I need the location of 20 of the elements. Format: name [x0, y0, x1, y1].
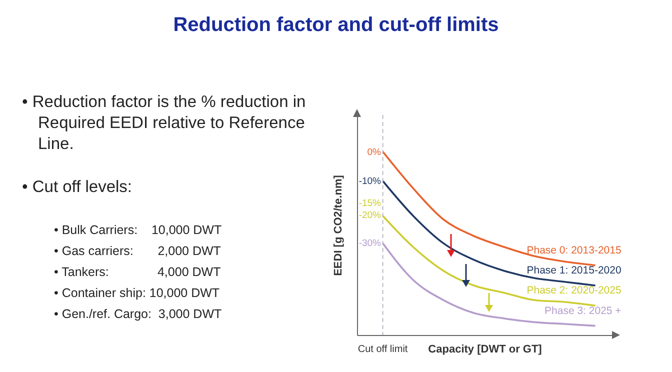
text: • Bulk Carriers: 10,000 DWT [53, 222, 223, 239]
series-label: Phase 1: 2015-2020 [526, 264, 622, 276]
series-label: Phase 2: 2020-2025 [526, 284, 622, 297]
series-label: Phase 3: 2025 + [544, 304, 622, 317]
text: • Gen./ref. Cargo: 3,000 DWT [53, 306, 223, 323]
text: • Reduction factor is the % reduction in Required EEDI relative to Reference Line. [22, 92, 307, 155]
text: • Cut off levels: [22, 177, 134, 198]
text: • Container ship: 10,000 DWT [53, 285, 221, 302]
y-axis-title: EEDI [g CO2/te.nm] [332, 174, 344, 276]
text: • Tankers: 4,000 DWT [53, 264, 222, 281]
annotation: -15% [358, 198, 381, 209]
series-label: Phase 0: 2013-2015 [526, 244, 622, 256]
text: Cut off limit [358, 344, 408, 355]
x-axis-title: Capacity [DWT or GT] [428, 344, 542, 356]
chart-title: Reduction factor and cut-off limits [172, 14, 500, 37]
annotation: -30% [358, 238, 381, 249]
annotation: 0% [367, 147, 381, 158]
annotation: -20% [358, 210, 381, 221]
annotation: -10% [358, 176, 381, 187]
text: • Gas carriers: 2,000 DWT [53, 243, 222, 260]
